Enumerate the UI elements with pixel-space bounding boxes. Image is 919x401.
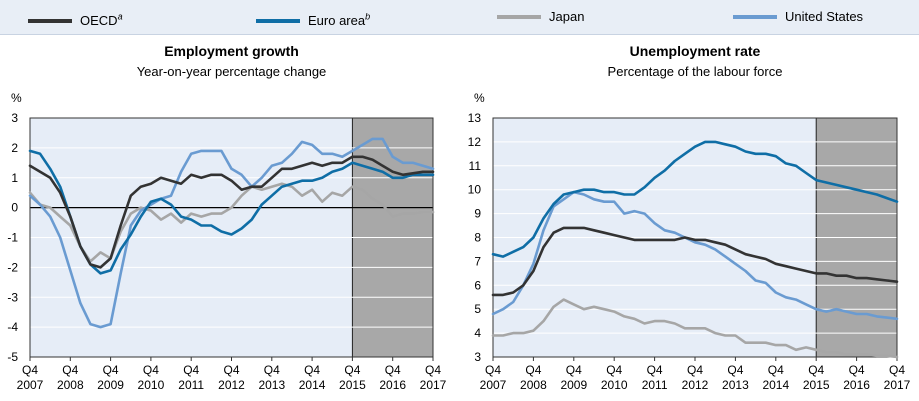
employment-growth-series-us (28, 137, 435, 329)
employment-growth-x-tick-year: 2017 (420, 378, 447, 392)
employment-growth-x-tick-label: Q4 (22, 363, 38, 377)
employment-growth-x-tick-label: Q4 (304, 363, 320, 377)
employment-growth-y-tick-label: -5 (7, 350, 18, 364)
employment-growth-unit-label: % (11, 91, 22, 105)
unemployment-rate-x-tick-year: 2017 (884, 378, 911, 392)
unemployment-rate-x-tick-year: 2009 (560, 378, 587, 392)
employment-growth-x-tick-label: Q4 (103, 363, 119, 377)
unemployment-rate-x-tick-label: Q4 (808, 363, 824, 377)
employment-growth-x-tick-year: 2013 (258, 378, 285, 392)
unemployment-rate-x-tick-year: 2011 (642, 378, 668, 392)
legend-swatch-japan (497, 14, 541, 19)
employment-growth-title: Employment growth (164, 43, 299, 59)
employment-growth-x-tick-year: 2012 (218, 378, 245, 392)
unemployment-rate-x-tick-year: 2014 (762, 378, 789, 392)
employment-growth-y-tick-label: 1 (11, 171, 18, 185)
legend-swatch-united-states (733, 14, 777, 19)
legend-item-oecd: OECDa (28, 9, 123, 29)
employment-growth-x-tick-label: Q4 (344, 363, 360, 377)
unemployment-rate-y-tick-label: 5 (474, 302, 481, 316)
employment-growth-subtitle: Year-on-year percentage change (137, 64, 327, 79)
unemployment-rate-y-tick-label: 4 (474, 326, 481, 340)
legend-item-japan: Japan (497, 9, 584, 25)
employment-growth-x-tick-label: Q4 (264, 363, 280, 377)
employment-growth-x-tick-label: Q4 (425, 363, 441, 377)
employment-growth-y-tick-label: 0 (11, 201, 18, 215)
unemployment-rate-subtitle: Percentage of the labour force (608, 64, 783, 79)
unemployment-rate-series-japan (491, 298, 899, 359)
unemployment-rate-x-tick-year: 2013 (722, 378, 749, 392)
employment-growth-y-tick-label: -3 (7, 290, 18, 304)
unemployment-rate-y-tick-label: 8 (474, 231, 481, 245)
legend-item-euro-area: Euro areab (256, 9, 371, 29)
employment-growth-x-tick-label: Q4 (183, 363, 199, 377)
legend-label-japan: Japan (549, 9, 585, 24)
employment-growth-series-oecd (28, 155, 435, 269)
employment-growth-x-tick-year: 2008 (57, 378, 84, 392)
employment-growth-x-tick-label: Q4 (385, 363, 401, 377)
legend-item-united-states: United States (733, 9, 863, 25)
unemployment-rate-x-tick-label: Q4 (687, 363, 703, 377)
unemployment-rate-y-tick-label: 7 (474, 254, 481, 268)
unemployment-rate-series-euro (491, 140, 899, 258)
employment-growth-x-tick-label: Q4 (62, 363, 78, 377)
unemployment-rate-x-tick-label: Q4 (566, 363, 582, 377)
unemployment-rate-y-tick-label: 6 (474, 278, 481, 292)
unemployment-rate-x-tick-year: 2015 (803, 378, 830, 392)
unemployment-rate-chart: Unemployment rate Percentage of the labou… (468, 43, 911, 392)
unemployment-rate-x-tick-label: Q4 (849, 363, 865, 377)
unemployment-rate-y-tick-label: 12 (468, 135, 482, 149)
employment-growth-x-tick-year: 2011 (178, 378, 204, 392)
unemployment-rate-x-tick-label: Q4 (647, 363, 663, 377)
unemployment-rate-y-tick-label: 9 (474, 207, 481, 221)
employment-growth-y-tick-label: 2 (11, 141, 18, 155)
employment-growth-y-tick-label: 3 (11, 111, 18, 125)
legend: OECDa Euro areab Japan United States (0, 0, 919, 35)
unemployment-rate-x-tick-label: Q4 (606, 363, 622, 377)
employment-growth-x-tick-year: 2010 (138, 378, 165, 392)
unemployment-rate-series-oecd (491, 226, 899, 297)
legend-label-united-states: United States (785, 9, 864, 24)
legend-swatch-oecd (28, 18, 72, 23)
employment-growth-x-tick-year: 2014 (299, 378, 326, 392)
unemployment-rate-unit-label: % (474, 91, 485, 105)
unemployment-rate-x-tick-year: 2012 (682, 378, 709, 392)
unemployment-rate-title: Unemployment rate (630, 43, 761, 59)
unemployment-rate-x-tick-label: Q4 (525, 363, 541, 377)
unemployment-rate-y-tick-label: 10 (468, 183, 482, 197)
employment-growth-y-tick-label: -4 (7, 320, 18, 334)
unemployment-rate-y-tick-label: 3 (474, 350, 481, 364)
legend-label-oecd: OECDa (80, 12, 123, 29)
unemployment-rate-x-tick-label: Q4 (889, 363, 905, 377)
unemployment-rate-x-tick-label: Q4 (768, 363, 784, 377)
employment-growth-x-tick-year: 2009 (97, 378, 124, 392)
legend-swatch-euro-area (256, 18, 300, 23)
employment-growth-x-tick-label: Q4 (223, 363, 239, 377)
employment-growth-chart: Employment growth Year-on-year percentage… (7, 43, 447, 392)
unemployment-rate-y-tick-label: 13 (468, 111, 482, 125)
unemployment-rate-x-tick-year: 2007 (480, 378, 507, 392)
employment-growth-series-euro (28, 149, 435, 275)
legend-label-euro-area: Euro areab (308, 12, 371, 29)
unemployment-rate-x-tick-year: 2016 (843, 378, 870, 392)
employment-growth-y-tick-label: -2 (7, 260, 18, 274)
unemployment-rate-x-tick-year: 2008 (520, 378, 547, 392)
employment-growth-x-tick-year: 2015 (339, 378, 366, 392)
employment-growth-x-tick-year: 2016 (379, 378, 406, 392)
unemployment-rate-x-tick-label: Q4 (485, 363, 501, 377)
employment-growth-series-japan (28, 182, 435, 263)
employment-growth-x-tick-label: Q4 (143, 363, 159, 377)
unemployment-rate-x-tick-label: Q4 (727, 363, 743, 377)
employment-growth-x-tick-year: 2007 (17, 378, 44, 392)
employment-growth-y-tick-label: -1 (7, 231, 18, 245)
unemployment-rate-series-us (491, 190, 899, 321)
unemployment-rate-x-tick-year: 2010 (601, 378, 628, 392)
unemployment-rate-y-tick-label: 11 (469, 159, 482, 173)
